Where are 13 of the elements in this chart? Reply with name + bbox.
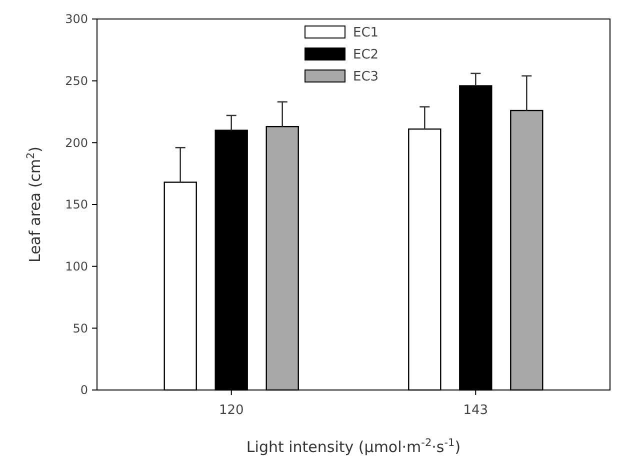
x-tick-label: 143 [463, 403, 488, 418]
x-axis-title: Light intensity (μmol·m$^{-2}$·s$^{-1}$) [246, 437, 461, 456]
legend-label: EC2 [353, 48, 379, 63]
y-tick-label: 0 [80, 383, 88, 398]
x-tick-label: 120 [218, 403, 244, 418]
y-tick-label: 300 [65, 12, 88, 26]
y-tick-label: 250 [65, 74, 88, 88]
y-tick-label: 100 [65, 260, 88, 274]
y-tick-label: 50 [72, 321, 88, 336]
legend-label: EC1 [353, 26, 379, 41]
legend-label: EC3 [353, 70, 379, 85]
y-tick-label: 200 [65, 136, 88, 150]
y-tick-label: 150 [65, 198, 88, 212]
